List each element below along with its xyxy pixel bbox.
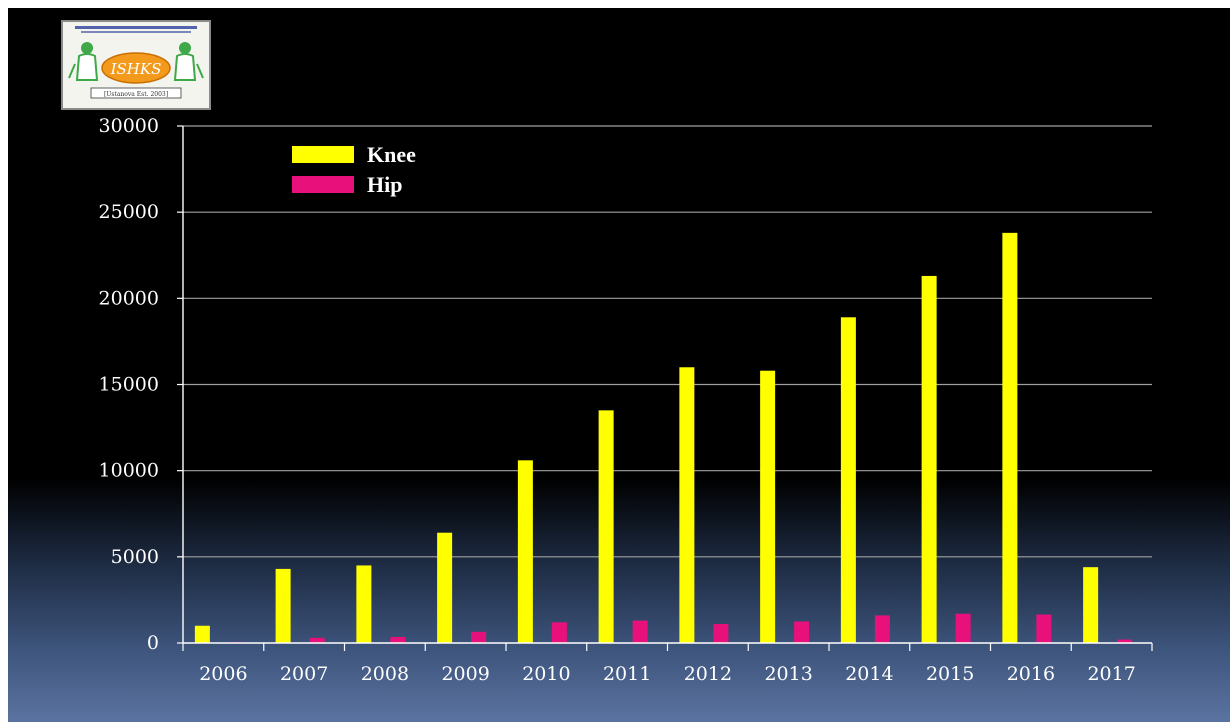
axes (177, 125, 1153, 651)
legend-label-knee: Knee (367, 142, 416, 167)
x-tick-label: 2010 (522, 663, 570, 685)
bar-knee-2013 (760, 370, 776, 643)
ishks-logo: ISHKS [Ustanova Est. 2003] (61, 20, 211, 110)
legend: Knee Hip (292, 142, 416, 197)
y-tick-label: 5000 (111, 546, 159, 568)
bar-hip-2014 (874, 615, 890, 643)
y-tick-label: 15000 (99, 374, 159, 396)
slide: ISHKS [Ustanova Est. 2003] (8, 8, 1230, 722)
y-tick-label: 25000 (99, 201, 159, 223)
bar-knee-2009 (437, 532, 453, 643)
logo-subtext: [Ustanova Est. 2003] (104, 91, 168, 98)
legend-swatch-knee (292, 146, 354, 163)
bar-hip-2012 (713, 624, 729, 643)
y-axis-tick-labels: 0 5000 10000 15000 20000 25000 30000 (99, 115, 159, 654)
bar-hip-2016 (1036, 614, 1052, 643)
bar-hip-2009 (471, 631, 487, 643)
bar-hip-2015 (955, 613, 971, 643)
x-tick-label: 2012 (684, 663, 732, 685)
x-tick-label: 2017 (1087, 663, 1135, 685)
logo-text: ISHKS (110, 60, 162, 78)
bar-knee-2011 (598, 410, 614, 643)
bar-knee-2017 (1083, 567, 1099, 643)
y-tick-label: 20000 (99, 287, 159, 309)
x-tick-label: 2006 (199, 663, 247, 685)
bar-hip-2013 (794, 621, 810, 643)
bar-hip-2007 (309, 637, 325, 643)
x-tick-label: 2013 (764, 663, 812, 685)
bar-knee-2016 (1002, 232, 1018, 643)
bar-knee-2008 (356, 565, 372, 643)
x-axis-tick-labels: 2006 2007 2008 2009 2010 2011 2012 2013 2014 2015… (199, 663, 1136, 685)
bar-knee-2006 (194, 625, 210, 643)
x-tick-label: 2008 (361, 663, 409, 685)
x-tick-label: 2015 (926, 663, 974, 685)
logo-graphic: ISHKS [Ustanova Est. 2003] (63, 22, 209, 108)
legend-swatch-hip (292, 176, 354, 193)
y-tick-label: 10000 (99, 460, 159, 482)
bar-hip-2011 (632, 620, 648, 643)
gridlines (183, 125, 1152, 558)
bar-knee-2007 (275, 568, 291, 643)
bar-hip-2010 (551, 622, 567, 643)
bar-knee-2015 (921, 275, 937, 643)
bar-hip-2008 (390, 636, 406, 643)
x-tick-label: 2011 (603, 663, 651, 685)
bar-knee-2012 (679, 367, 695, 643)
x-tick-label: 2014 (845, 663, 893, 685)
x-tick-label: 2007 (280, 663, 328, 685)
y-tick-label: 30000 (99, 115, 159, 137)
bars (194, 232, 1133, 644)
legend-label-hip: Hip (367, 172, 402, 197)
bar-knee-2010 (517, 460, 533, 643)
x-tick-label: 2009 (441, 663, 489, 685)
bar-knee-2014 (840, 317, 856, 643)
bar-hip-2017 (1117, 639, 1133, 643)
x-tick-label: 2016 (1007, 663, 1055, 685)
y-tick-label: 0 (147, 632, 159, 654)
